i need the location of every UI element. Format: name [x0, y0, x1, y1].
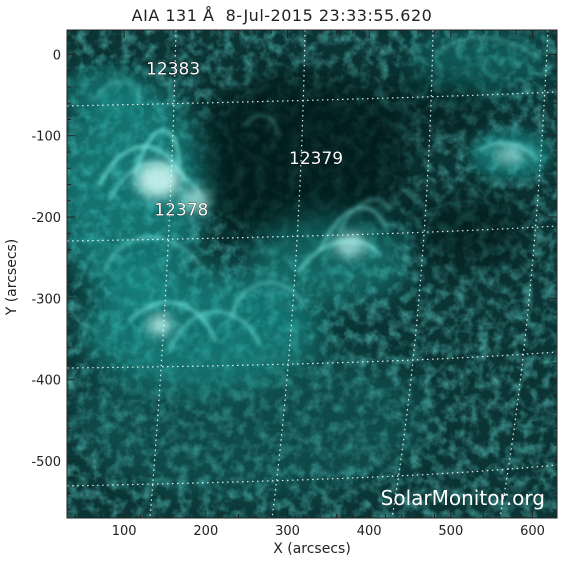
- active-region-label: 12378: [154, 200, 208, 220]
- dark-region: [410, 190, 530, 270]
- y-tick-label: -200: [31, 211, 61, 226]
- watermark-text: SolarMonitor.org: [381, 486, 545, 510]
- emission-glow: [70, 340, 430, 500]
- solar-image: [67, 30, 557, 518]
- bright-core: [136, 162, 180, 198]
- y-axis-label: Y (arcsecs): [4, 238, 20, 316]
- dark-region: [190, 70, 410, 250]
- y-tick-label: 0: [53, 48, 61, 63]
- x-tick-label: 500: [438, 524, 463, 539]
- y-tick-label: -300: [31, 292, 61, 307]
- y-tick-label: -400: [31, 374, 61, 389]
- emission-glow: [410, 30, 550, 90]
- coronal-loops: [94, 36, 541, 352]
- bright-core: [148, 315, 172, 335]
- x-axis-label: X (arcsecs): [273, 541, 351, 557]
- bright-core: [181, 188, 209, 212]
- x-tick-label: 600: [520, 524, 545, 539]
- longitude-line: [271, 30, 306, 518]
- longitude-line: [499, 30, 549, 518]
- active-region-label: 12383: [146, 60, 200, 80]
- emission-glow: [250, 215, 410, 305]
- heliographic-grid: [67, 30, 557, 518]
- bright-core: [496, 147, 524, 163]
- y-tick-label: -500: [31, 455, 61, 470]
- bright-core: [334, 233, 366, 257]
- x-tick-label: 400: [357, 524, 382, 539]
- longitude-line: [391, 30, 434, 518]
- emission-glow: [67, 80, 205, 300]
- emission-glow: [67, 65, 140, 115]
- region-labels: 12383 12379 12378: [146, 59, 344, 220]
- plot-frame: [66, 29, 558, 519]
- x-tick-label: 300: [275, 524, 300, 539]
- active-region-label: 12379: [289, 149, 343, 169]
- x-tick-label: 100: [112, 524, 137, 539]
- figure-title: AIA 131 Å 8-Jul-2015 23:33:55.620: [131, 6, 433, 25]
- y-tick-label: -100: [31, 130, 61, 145]
- x-tick-label: 200: [193, 524, 218, 539]
- axis-ticks: 100 200 300 400 500 600 0 -100 -200 -300 -400 -500: [31, 30, 557, 539]
